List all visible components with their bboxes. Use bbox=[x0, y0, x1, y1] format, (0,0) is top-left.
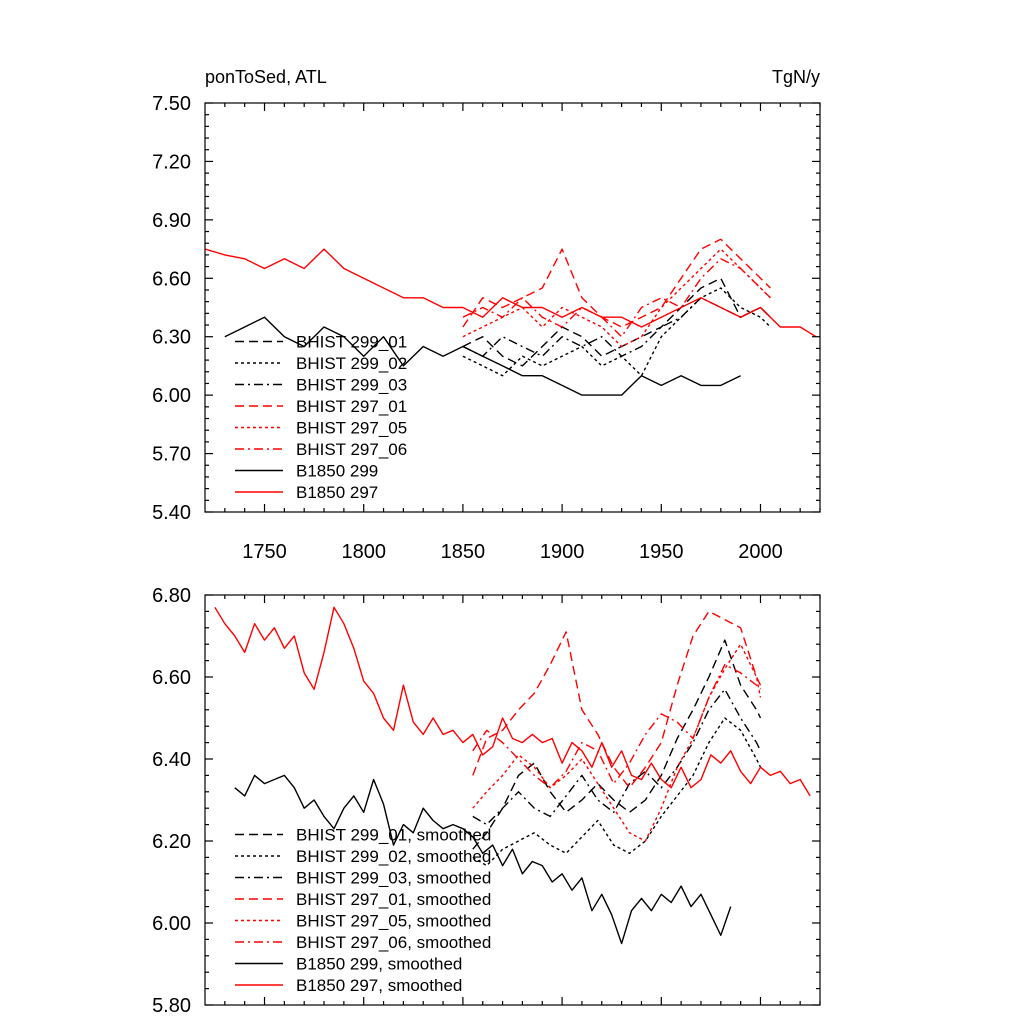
legend-label: B1850 297, smoothed bbox=[296, 976, 462, 995]
y-tick-label: 6.60 bbox=[152, 268, 191, 290]
y-tick-label: 6.80 bbox=[152, 585, 191, 607]
series-line-6 bbox=[472, 664, 762, 789]
chart-title: ponToSed, ATL bbox=[205, 67, 327, 87]
x-tick-label: 1750 bbox=[242, 541, 287, 563]
y-tick-label: 5.40 bbox=[152, 502, 191, 524]
y-tick-label: 6.00 bbox=[152, 385, 191, 407]
y-tick-label: 7.20 bbox=[152, 151, 191, 173]
legend-label: BHIST 297_05, smoothed bbox=[296, 912, 491, 931]
top-panel: 5.40 5.70 6.00 6.30 6.60 6.90 7.20 7.50 1750 1800… bbox=[152, 67, 821, 563]
legend-label: B1850 299 bbox=[296, 462, 378, 481]
legend-label: B1850 299, smoothed bbox=[296, 955, 462, 974]
plot-frame bbox=[204, 102, 821, 513]
bottom-panel: 5.80 6.00 6.20 6.40 6.60 6.80 BHIST 299_01, sm… bbox=[152, 585, 821, 1017]
legend-label: BHIST 299_01 bbox=[296, 333, 407, 352]
legend-label: BHIST 297_01 bbox=[296, 397, 407, 416]
y-tick-label: 7.50 bbox=[152, 93, 191, 115]
y-tick-label: 6.90 bbox=[152, 210, 191, 232]
series-line-7 bbox=[234, 774, 732, 945]
legend-label: BHIST 299_03, smoothed bbox=[296, 869, 491, 888]
legend-label: BHIST 299_02, smoothed bbox=[296, 847, 491, 866]
series-line-5 bbox=[462, 248, 771, 348]
units-label: TgN/y bbox=[772, 67, 820, 87]
series-line-8 bbox=[204, 248, 817, 338]
x-tick-label: 2000 bbox=[738, 541, 783, 563]
x-tick-label: 1900 bbox=[540, 541, 585, 563]
legend-label: BHIST 297_01, smoothed bbox=[296, 890, 491, 909]
legend-label: BHIST 299_03 bbox=[296, 376, 407, 395]
legend-label: B1850 297 bbox=[296, 483, 378, 502]
y-tick-label: 6.20 bbox=[152, 831, 191, 853]
plot-frame bbox=[204, 594, 821, 1006]
series-line-4 bbox=[462, 238, 771, 328]
series-line-3 bbox=[462, 297, 771, 357]
x-tick-label: 1950 bbox=[639, 541, 684, 563]
x-tick-label: 1850 bbox=[441, 541, 486, 563]
y-tick-label: 6.40 bbox=[152, 749, 191, 771]
series-line-7 bbox=[224, 316, 741, 396]
series-line-8 bbox=[214, 606, 811, 797]
legend-label: BHIST 299_01, smoothed bbox=[296, 826, 491, 845]
y-tick-label: 6.00 bbox=[152, 913, 191, 935]
y-tick-label: 5.70 bbox=[152, 444, 191, 466]
y-tick-label: 6.60 bbox=[152, 667, 191, 689]
legend-label: BHIST 297_05 bbox=[296, 419, 407, 438]
series-line-5 bbox=[472, 643, 762, 842]
y-tick-label: 5.80 bbox=[152, 995, 191, 1017]
legend-label: BHIST 299_02 bbox=[296, 354, 407, 373]
series-line-1 bbox=[472, 639, 762, 850]
legend-label: BHIST 297_06 bbox=[296, 440, 407, 459]
legend-label: BHIST 297_06, smoothed bbox=[296, 933, 491, 952]
x-tick-label: 1800 bbox=[341, 541, 386, 563]
series-line-2 bbox=[472, 717, 762, 867]
y-tick-label: 6.30 bbox=[152, 327, 191, 349]
series-line-3 bbox=[472, 688, 762, 826]
series-line-4 bbox=[472, 610, 762, 789]
